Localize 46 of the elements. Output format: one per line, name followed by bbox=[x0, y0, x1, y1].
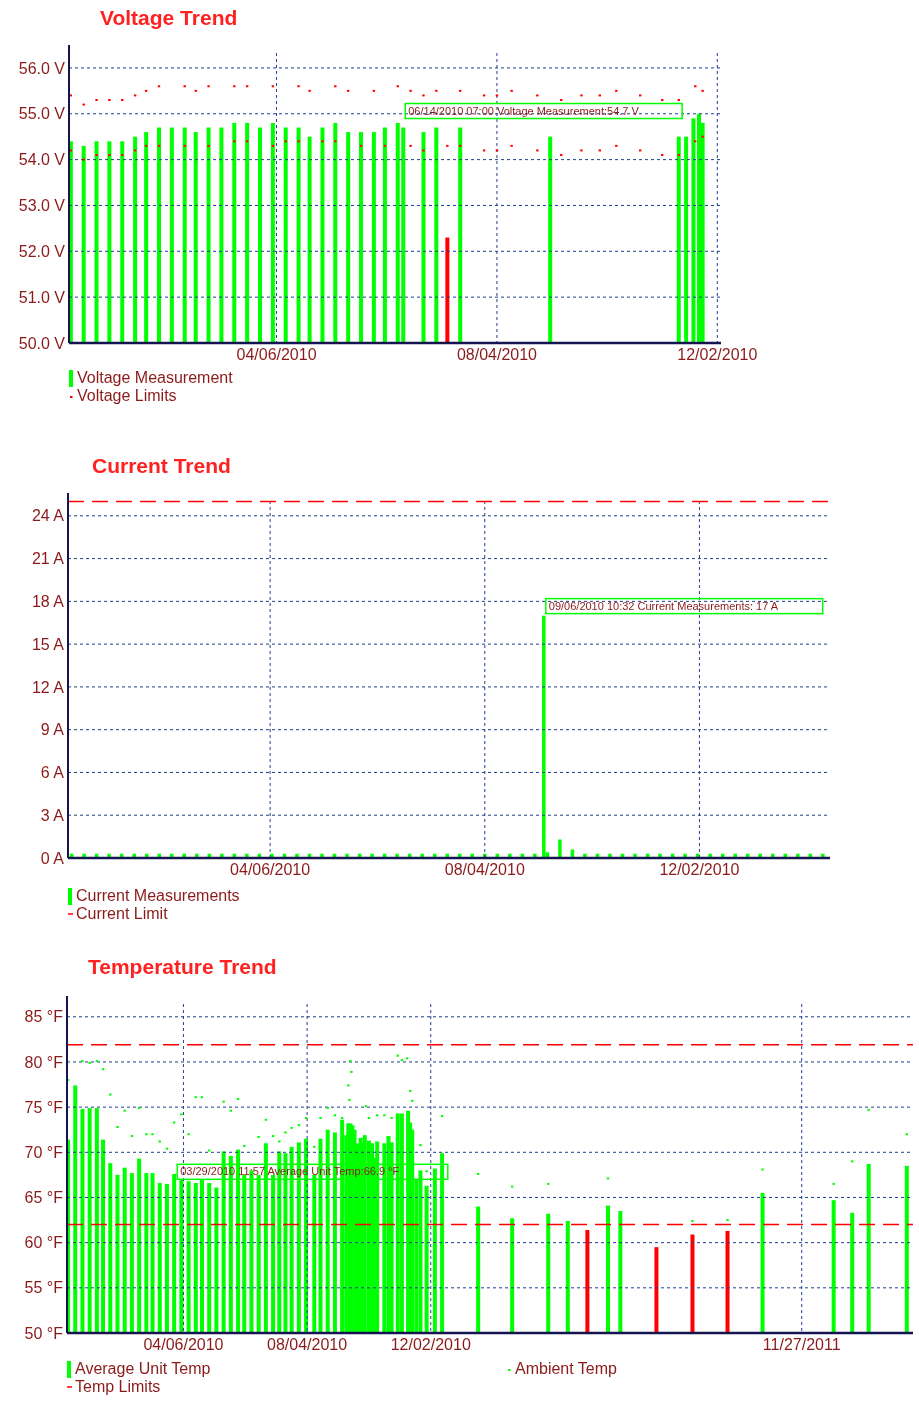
y-tick-label: 50 °F bbox=[24, 1324, 64, 1342]
y-tick-label: 6 A bbox=[40, 764, 65, 782]
y-tick-label: 21 A bbox=[31, 550, 65, 568]
y-tick-label: 9 A bbox=[40, 721, 65, 739]
x-tick-label: 04/06/2010 bbox=[230, 861, 311, 878]
y-tick-label: 65 °F bbox=[24, 1189, 64, 1207]
y-tick-label: 75 °F bbox=[24, 1098, 64, 1116]
y-tick-label: 3 A bbox=[40, 806, 65, 824]
x-tick-label: 12/02/2010 bbox=[659, 861, 740, 878]
y-tick-label: 70 °F bbox=[24, 1143, 64, 1161]
y-tick-label: 52.0 V bbox=[18, 242, 66, 260]
x-tick-label: 04/06/2010 bbox=[143, 1336, 224, 1353]
chart-title: Temperature Trend bbox=[88, 955, 277, 978]
legend-label: Current Limit bbox=[76, 905, 169, 922]
x-tick-label: 11/27/2011 bbox=[762, 1336, 841, 1353]
y-tick-label: 18 A bbox=[31, 592, 65, 610]
legend-label: Average Unit Temp bbox=[75, 1360, 211, 1377]
legend-label: Ambient Temp bbox=[515, 1360, 618, 1377]
annotation: 06/14/2010 07:00 Voltage Measurement:54.7 V bbox=[408, 104, 640, 117]
y-tick-label: 55 °F bbox=[24, 1279, 64, 1297]
y-tick-label: 0 A bbox=[40, 849, 65, 867]
y-tick-label: 12 A bbox=[31, 678, 65, 696]
y-tick-label: 80 °F bbox=[24, 1053, 64, 1071]
x-tick-label: 12/02/2010 bbox=[677, 346, 758, 363]
legend-label: Voltage Measurement bbox=[77, 369, 234, 386]
y-tick-label: 15 A bbox=[31, 635, 65, 653]
y-tick-label: 50.0 V bbox=[18, 334, 66, 352]
legend-label: Temp Limits bbox=[75, 1378, 161, 1395]
y-tick-label: 51.0 V bbox=[18, 288, 66, 306]
x-tick-label: 08/04/2010 bbox=[444, 861, 525, 878]
y-tick-label: 60 °F bbox=[24, 1234, 64, 1252]
y-tick-label: 54.0 V bbox=[18, 151, 66, 169]
x-tick-label: 08/04/2010 bbox=[267, 1336, 348, 1353]
legend-label: Voltage Limits bbox=[77, 387, 177, 404]
y-tick-label: 55.0 V bbox=[18, 105, 66, 123]
chart-title: Current Trend bbox=[92, 454, 231, 477]
y-tick-label: 53.0 V bbox=[18, 197, 66, 215]
y-tick-label: 56.0 V bbox=[18, 59, 66, 77]
x-tick-label: 04/06/2010 bbox=[236, 346, 317, 363]
annotation: 09/06/2010 10:32 Current Measurements: 17 A bbox=[548, 599, 779, 612]
x-tick-label: 12/02/2010 bbox=[390, 1336, 471, 1353]
legend-label: Current Measurements bbox=[76, 887, 240, 904]
y-tick-label: 24 A bbox=[31, 507, 65, 525]
x-tick-label: 08/04/2010 bbox=[456, 346, 538, 363]
chart-title: Voltage Trend bbox=[100, 6, 238, 29]
y-tick-label: 85 °F bbox=[24, 1008, 64, 1026]
